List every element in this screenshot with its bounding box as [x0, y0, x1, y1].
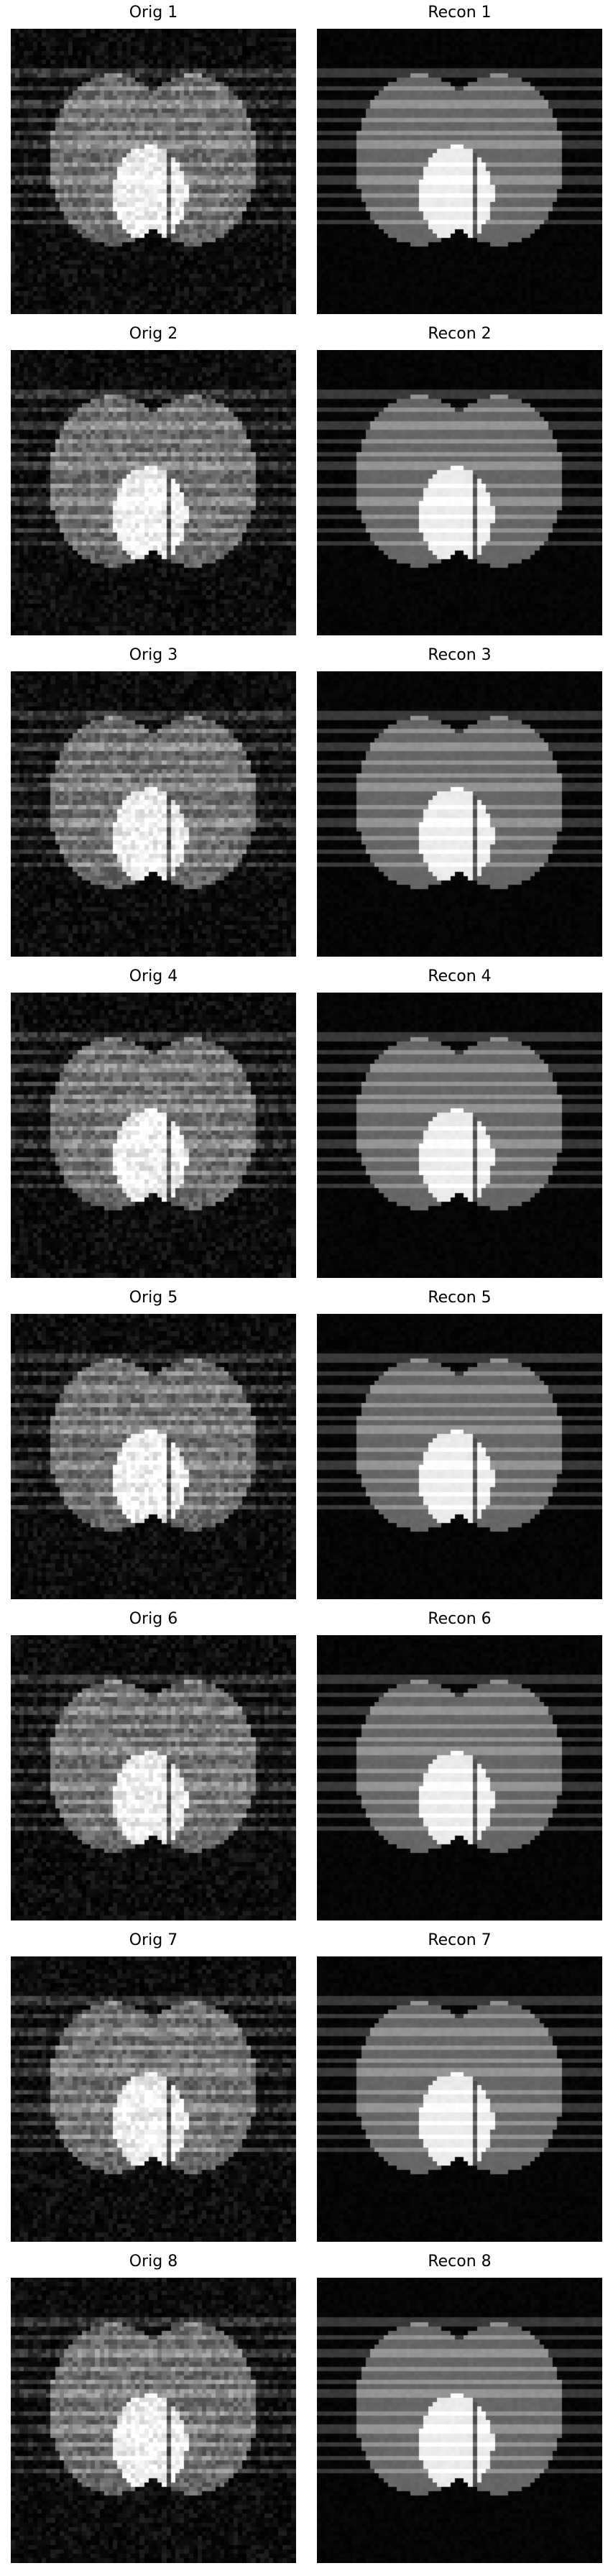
panel-title: Orig 4 — [129, 967, 178, 985]
panel-title: Orig 2 — [129, 325, 178, 343]
noisy-phantom-image — [11, 1635, 296, 1920]
panel-title: Orig 8 — [129, 2253, 178, 2271]
panel-title: Recon 1 — [428, 4, 492, 22]
panel-title: Recon 6 — [428, 1610, 492, 1628]
reconstruction-panel: Recon 5 — [317, 1289, 602, 1599]
original-panel: Orig 1 — [11, 4, 296, 314]
reconstruction-panel: Recon 3 — [317, 647, 602, 957]
original-panel: Orig 2 — [11, 326, 296, 635]
reconstructed-phantom-image — [317, 1314, 602, 1599]
reconstruction-panel: Recon 1 — [317, 4, 602, 314]
reconstruction-panel: Recon 4 — [317, 968, 602, 1278]
noisy-phantom-image — [11, 1314, 296, 1599]
noisy-phantom-image — [11, 1956, 296, 2242]
original-panel: Orig 5 — [11, 1289, 296, 1599]
panel-title: Recon 8 — [428, 2253, 492, 2271]
panel-title: Recon 2 — [428, 325, 492, 343]
noisy-phantom-image — [11, 2278, 296, 2563]
noisy-phantom-image — [11, 350, 296, 635]
reconstructed-phantom-image — [317, 2278, 602, 2563]
noisy-phantom-image — [11, 671, 296, 957]
reconstruction-panel: Recon 2 — [317, 326, 602, 635]
panel-title: Orig 1 — [129, 4, 178, 22]
reconstructed-phantom-image — [317, 993, 602, 1278]
original-panel: Orig 7 — [11, 1932, 296, 2242]
panel-title: Orig 3 — [129, 646, 178, 664]
noisy-phantom-image — [11, 29, 296, 314]
reconstructed-phantom-image — [317, 1956, 602, 2242]
original-panel: Orig 6 — [11, 1611, 296, 1920]
reconstructed-phantom-image — [317, 671, 602, 957]
original-panel: Orig 3 — [11, 647, 296, 957]
reconstructed-phantom-image — [317, 29, 602, 314]
reconstructed-phantom-image — [317, 350, 602, 635]
panel-title: Recon 5 — [428, 1289, 492, 1307]
panel-title: Orig 6 — [129, 1610, 178, 1628]
panel-title: Recon 3 — [428, 646, 492, 664]
noisy-phantom-image — [11, 993, 296, 1278]
panel-title: Orig 5 — [129, 1289, 178, 1307]
reconstruction-panel: Recon 8 — [317, 2253, 602, 2563]
panel-title: Recon 7 — [428, 1931, 492, 1949]
panel-title: Orig 7 — [129, 1931, 178, 1949]
reconstruction-panel: Recon 6 — [317, 1611, 602, 1920]
reconstructed-phantom-image — [317, 1635, 602, 1920]
original-panel: Orig 8 — [11, 2253, 296, 2563]
original-panel: Orig 4 — [11, 968, 296, 1278]
panel-title: Recon 4 — [428, 967, 492, 985]
reconstruction-panel: Recon 7 — [317, 1932, 602, 2242]
